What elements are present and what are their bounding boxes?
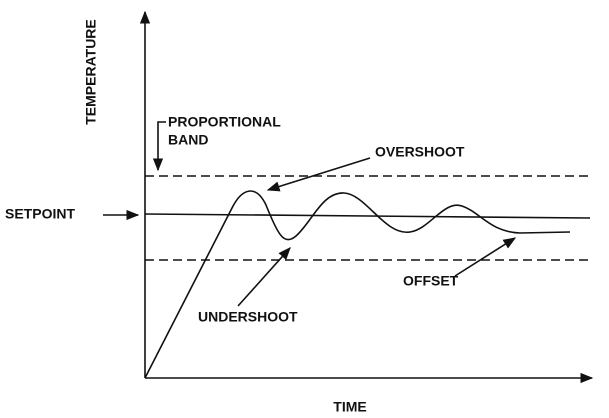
overshoot-arrow	[266, 157, 371, 192]
band-arrow	[152, 121, 166, 172]
overshoot-label: OVERSHOOT	[375, 144, 465, 160]
offset-arrow	[454, 237, 517, 277]
response-curve	[144, 190, 571, 379]
setpoint-line	[144, 213, 591, 219]
offset-label: OFFSET	[403, 273, 459, 289]
proportional-band-label: PROPORTIONAL	[168, 114, 281, 130]
proportional-band-label: BAND	[168, 132, 208, 148]
y-axis-label: TEMPERATURE	[83, 19, 99, 125]
x-axis-label: TIME	[333, 399, 366, 415]
undershoot-arrow	[237, 247, 291, 307]
undershoot-label: UNDERSHOOT	[198, 309, 298, 325]
setpoint-label: SETPOINT	[5, 206, 75, 222]
